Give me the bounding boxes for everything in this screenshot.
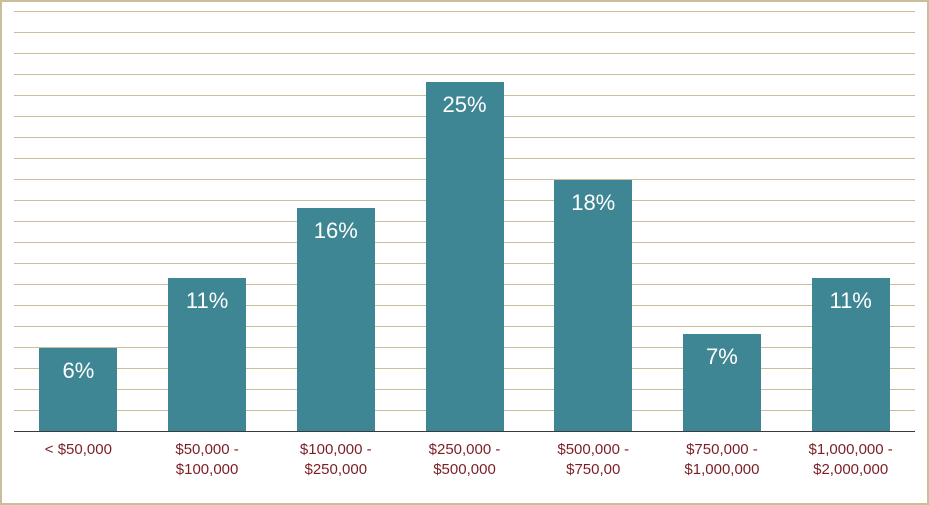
bar-value-label: 25% <box>442 92 486 118</box>
bar: 11% <box>168 278 246 432</box>
x-axis-label: < $50,000 <box>14 440 143 479</box>
bar-slot: 18% <box>529 12 658 432</box>
x-axis-labels: < $50,000$50,000 - $100,000$100,000 - $2… <box>14 440 915 479</box>
bar: 7% <box>683 334 761 432</box>
x-axis-line <box>14 431 915 432</box>
bar: 6% <box>39 348 117 432</box>
bar-value-label: 11% <box>186 288 228 314</box>
plot-area: 6% 11% 16% 25% 18% 7% 11% <box>14 12 915 432</box>
bar-slot: 16% <box>271 12 400 432</box>
x-axis-label: $500,000 - $750,00 <box>529 440 658 479</box>
bar-slot: 11% <box>143 12 272 432</box>
x-axis-label: $1,000,000 - $2,000,000 <box>786 440 915 479</box>
bar: 18% <box>554 180 632 432</box>
bar: 16% <box>297 208 375 432</box>
bar-slot: 11% <box>786 12 915 432</box>
bar: 11% <box>812 278 890 432</box>
x-axis-label: $750,000 - $1,000,000 <box>658 440 787 479</box>
bar-value-label: 6% <box>62 358 94 384</box>
bar-value-label: 16% <box>314 218 358 244</box>
bar-slot: 7% <box>658 12 787 432</box>
x-axis-label: $50,000 - $100,000 <box>143 440 272 479</box>
bar-value-label: 18% <box>571 190 615 216</box>
bar-slot: 6% <box>14 12 143 432</box>
x-axis-label: $100,000 - $250,000 <box>271 440 400 479</box>
bars-container: 6% 11% 16% 25% 18% 7% 11% <box>14 12 915 432</box>
bar-slot: 25% <box>400 12 529 432</box>
chart-frame: 6% 11% 16% 25% 18% 7% 11% < $50,000$50,000 - $… <box>0 0 929 505</box>
x-axis-label: $250,000 - $500,000 <box>400 440 529 479</box>
bar-value-label: 7% <box>706 344 738 370</box>
bar-value-label: 11% <box>829 288 871 314</box>
bar: 25% <box>426 82 504 432</box>
